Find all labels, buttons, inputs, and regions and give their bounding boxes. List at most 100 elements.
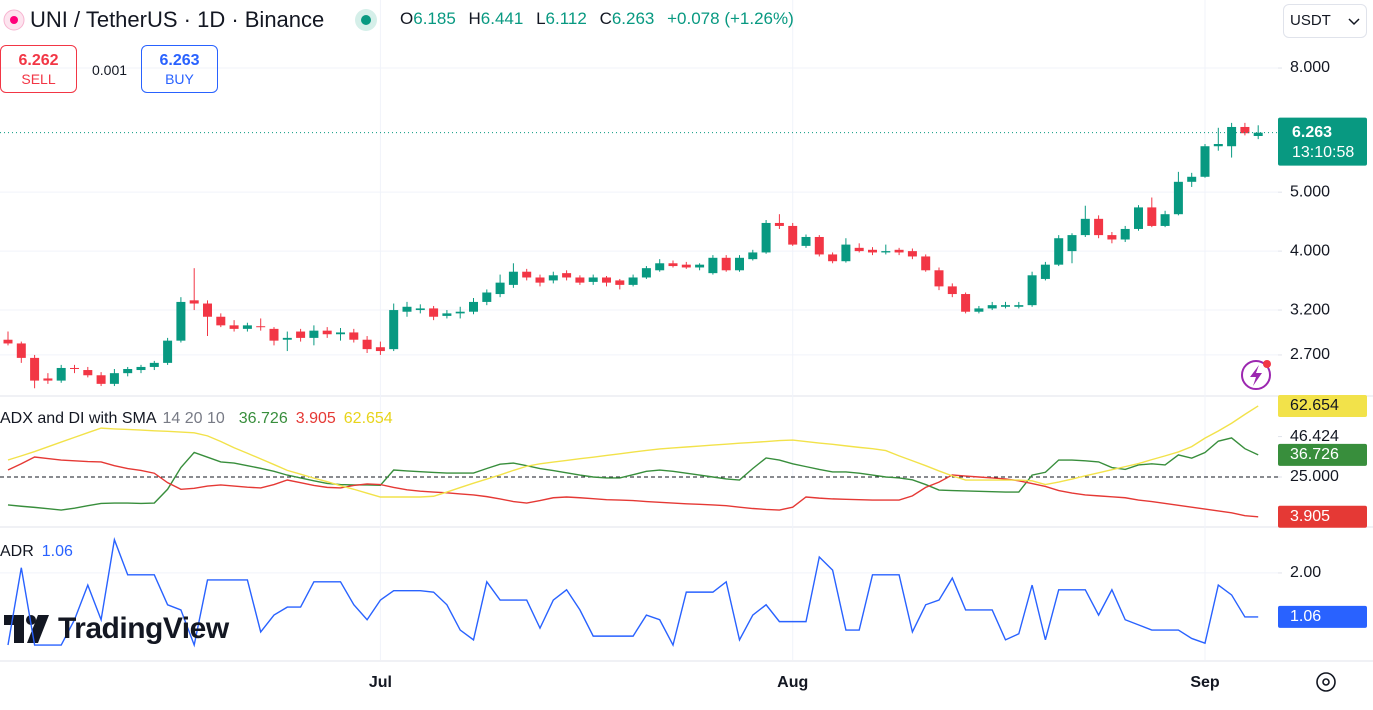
candle-body bbox=[402, 306, 412, 312]
y-tick-label: 25.000 bbox=[1290, 468, 1339, 485]
candle-body bbox=[1080, 218, 1090, 236]
candle-body bbox=[628, 277, 638, 285]
candle-body bbox=[1213, 144, 1223, 147]
x-tick-label: Jul bbox=[369, 674, 392, 691]
candle-body bbox=[1014, 305, 1024, 307]
currency-select[interactable]: USDT bbox=[1283, 4, 1367, 38]
candle-body bbox=[16, 343, 26, 358]
indicator-params: 14 20 10 bbox=[162, 410, 225, 427]
candle-body bbox=[362, 339, 372, 350]
countdown: 13:10:58 bbox=[1292, 144, 1354, 161]
candle-body bbox=[389, 310, 399, 350]
indicator-line bbox=[7, 437, 1259, 511]
candle-body bbox=[894, 249, 904, 253]
candle-body bbox=[482, 292, 492, 302]
candle-body bbox=[96, 375, 106, 384]
candle-body bbox=[974, 308, 984, 312]
candle-body bbox=[282, 337, 292, 340]
y-tick-label: 46.424 bbox=[1290, 428, 1339, 445]
candle-body bbox=[1107, 235, 1117, 240]
candle-body bbox=[735, 257, 744, 271]
spread: 0.001 bbox=[92, 62, 128, 78]
lightning-icon[interactable] bbox=[1241, 360, 1271, 390]
symbol-title: UNI / TetherUS · 1D · Binance bbox=[30, 7, 325, 32]
candle-body bbox=[322, 330, 332, 335]
candle-body bbox=[256, 326, 266, 328]
settings-icon[interactable] bbox=[1316, 672, 1336, 692]
value-tag-label: 36.726 bbox=[1290, 446, 1339, 463]
x-tick-label: Aug bbox=[777, 674, 808, 691]
sell-button[interactable]: 6.262 SELL bbox=[0, 45, 77, 93]
candle-body bbox=[748, 252, 758, 260]
indicator-line bbox=[7, 537, 1259, 648]
candle-body bbox=[508, 271, 518, 285]
ohlc-value: 6.185 bbox=[413, 9, 456, 28]
candle-body bbox=[1187, 176, 1197, 182]
value-tag-label: 3.905 bbox=[1290, 508, 1330, 525]
candle-body bbox=[548, 275, 558, 281]
candle-body bbox=[987, 305, 997, 309]
candle-body bbox=[868, 249, 877, 253]
candle-body bbox=[216, 316, 226, 326]
candle-body bbox=[149, 362, 159, 367]
x-tick-label: Sep bbox=[1190, 674, 1220, 691]
indicator-title: ADR bbox=[0, 543, 34, 560]
buy-button[interactable]: 6.263 BUY bbox=[141, 45, 218, 93]
legend-value: 3.905 bbox=[295, 410, 336, 427]
candle-body bbox=[814, 236, 824, 255]
candle-body bbox=[522, 271, 532, 278]
candle-body bbox=[774, 222, 784, 226]
candle-body bbox=[43, 378, 53, 381]
candle-body bbox=[56, 367, 66, 381]
candle-body bbox=[947, 286, 957, 295]
y-tick-label: 5.000 bbox=[1290, 183, 1330, 200]
candle-body bbox=[1227, 126, 1237, 147]
candle-body bbox=[136, 366, 146, 371]
y-tick-label: 3.200 bbox=[1290, 301, 1330, 318]
y-tick-label: 4.000 bbox=[1290, 242, 1330, 259]
candle-body bbox=[1054, 238, 1064, 265]
candle-body bbox=[495, 282, 505, 295]
y-tick-label: 2.00 bbox=[1290, 564, 1321, 581]
value-tag-label: 62.654 bbox=[1290, 397, 1339, 414]
sell-label: SELL bbox=[21, 71, 56, 87]
candle-body bbox=[442, 313, 452, 316]
symbol-icon bbox=[3, 9, 25, 31]
value-tag bbox=[1278, 394, 1367, 417]
indicator-line bbox=[7, 405, 1259, 498]
candle-body bbox=[70, 367, 79, 369]
candle-body bbox=[1240, 126, 1250, 134]
candle-body bbox=[163, 340, 173, 363]
value-tag bbox=[1278, 605, 1367, 628]
candle-body bbox=[1147, 207, 1157, 226]
legend-value: 36.726 bbox=[238, 410, 288, 427]
candle-body bbox=[655, 263, 665, 271]
candle-body bbox=[242, 325, 252, 329]
ohlc-readout: O6.185 H6.441 L6.112 C6.263 +0.078 (+1.2… bbox=[392, 9, 794, 29]
candle-body bbox=[83, 370, 93, 376]
ohlc-value: 6.441 bbox=[480, 9, 524, 28]
sell-price: 6.262 bbox=[18, 52, 59, 69]
candle-body bbox=[336, 332, 345, 335]
candle-body bbox=[109, 373, 119, 384]
legend-value: 62.654 bbox=[343, 410, 393, 427]
indicator-title: ADX and DI with SMA bbox=[0, 410, 157, 427]
value-tag bbox=[1278, 505, 1367, 528]
candle-body bbox=[269, 328, 279, 341]
ohlc-value: 6.263 bbox=[611, 9, 655, 28]
candle-body bbox=[907, 251, 917, 257]
candle-body bbox=[1134, 207, 1143, 229]
candle-body bbox=[1253, 132, 1263, 136]
candle-body bbox=[535, 277, 545, 283]
candle-body bbox=[1027, 275, 1037, 306]
candle-body bbox=[934, 270, 944, 287]
candle-body bbox=[588, 277, 598, 282]
candle-body bbox=[455, 311, 465, 314]
candle-body bbox=[1001, 305, 1010, 307]
ohlc-label: L bbox=[536, 9, 546, 28]
candle-body bbox=[562, 273, 572, 278]
candle-body bbox=[1173, 181, 1183, 215]
change: +0.078 (+1.26%) bbox=[667, 9, 794, 28]
